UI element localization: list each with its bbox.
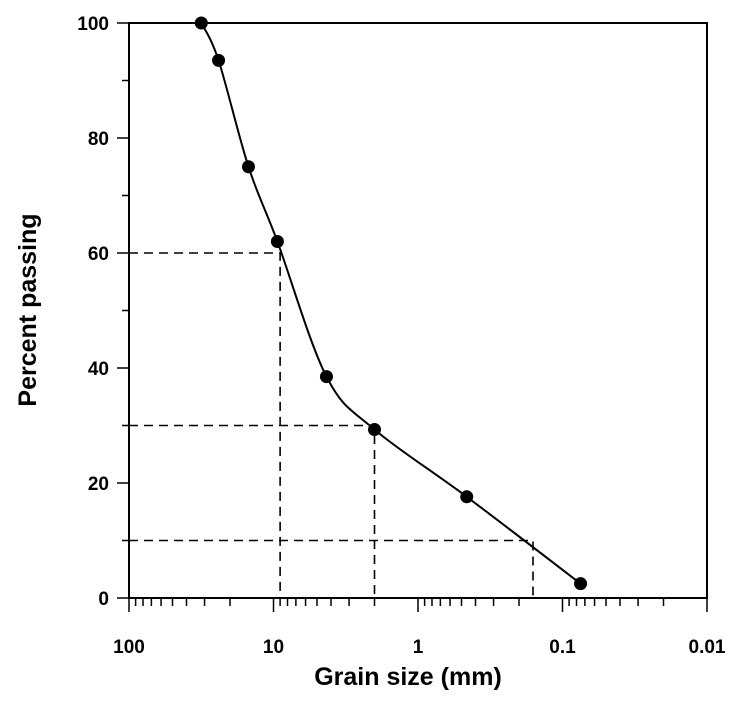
y-tick-label: 40: [88, 359, 109, 380]
x-tick-label: 0.01: [689, 637, 726, 658]
gradation-curve: [200, 22, 582, 585]
data-point: [194, 16, 208, 30]
plot-frame: [128, 22, 708, 599]
y-tick-label: 0: [98, 589, 109, 610]
y-axis-title: Percent passing: [14, 213, 42, 406]
y-tick-label: 100: [77, 14, 109, 35]
data-point: [574, 577, 588, 591]
x-axis-ticks: [128, 598, 708, 612]
x-tick-label: 0.1: [549, 637, 576, 658]
x-tick-labels: 100 10 1 0.1 0.01: [113, 637, 726, 658]
reference-line: [129, 252, 281, 598]
x-tick-label: 10: [263, 637, 284, 658]
y-tick-label: 20: [88, 474, 109, 495]
x-axis-title: Grain size (mm): [314, 663, 502, 691]
x-tick-label: 100: [113, 637, 145, 658]
data-point: [460, 490, 474, 504]
data-point: [368, 423, 382, 437]
data-point: [241, 160, 255, 174]
data-point: [270, 235, 284, 248]
y-axis-ticks: [117, 22, 129, 599]
y-tick-labels: 0 20 40 60 80 100: [77, 14, 109, 610]
reference-line: [129, 539, 534, 598]
reference-lines: [129, 252, 534, 598]
y-tick-label: 60: [88, 244, 109, 265]
data-point: [212, 53, 226, 67]
data-points: [194, 16, 588, 591]
y-tick-label: 80: [88, 129, 109, 150]
data-point: [319, 370, 333, 384]
x-tick-label: 1: [413, 637, 424, 658]
reference-line: [129, 424, 376, 598]
